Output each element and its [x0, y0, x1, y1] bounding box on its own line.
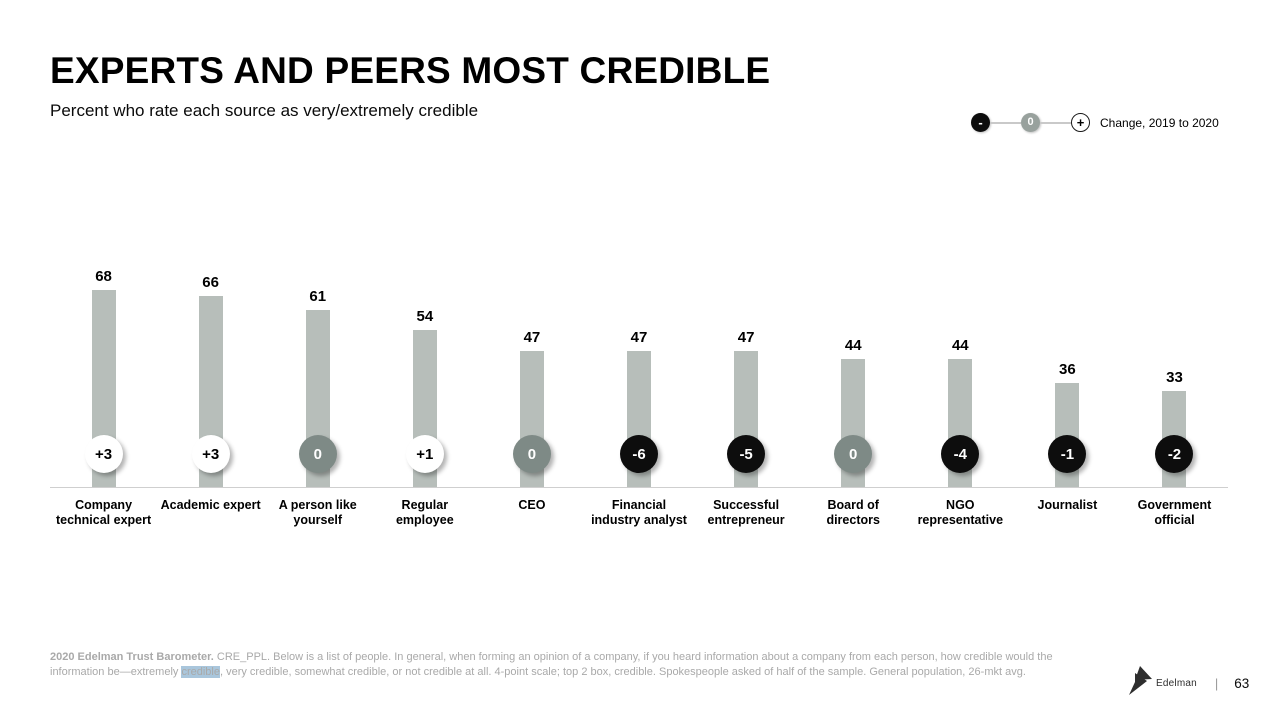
category-label: Journalist	[1037, 498, 1098, 512]
footnote: 2020 Edelman Trust Barometer. CRE_PPL. B…	[50, 650, 1060, 679]
edelman-logo-icon	[1126, 666, 1152, 701]
chart-column: 47 -6 Financial industry analyst	[585, 250, 692, 529]
change-badge: 0	[298, 435, 337, 473]
legend-connector	[1040, 121, 1071, 124]
brand-bar: Edelman | 63	[1126, 666, 1249, 701]
change-badge: -4	[941, 435, 980, 473]
brand-name: Edelman	[1156, 678, 1197, 689]
column-plot-area: 33 -2	[1121, 250, 1228, 487]
change-badge: 0	[512, 435, 551, 473]
change-badge: -2	[1155, 435, 1194, 473]
column-plot-area: 54 +1	[371, 250, 478, 487]
chart-column: 66 +3 Academic expert	[157, 250, 264, 529]
bar-value-label: 47	[523, 329, 541, 346]
bar-value-label: 66	[202, 274, 219, 291]
bar-value-label: 61	[309, 288, 327, 305]
change-badge: +3	[84, 435, 123, 473]
chart-column: 36 -1 Journalist	[1014, 250, 1121, 529]
category-label: Financial industry analyst	[591, 498, 687, 528]
category-label: CEO	[518, 498, 546, 512]
change-legend: - 0 + Change, 2019 to 2020	[971, 113, 1219, 132]
chart-column: 44 0 Board of directors	[800, 250, 907, 529]
change-badge: -6	[620, 435, 659, 473]
category-label: A person like yourself	[278, 498, 357, 528]
column-plot-area: 47 -6	[585, 250, 692, 487]
minus-badge-icon: -	[971, 113, 990, 132]
column-plot-area: 36 -1	[1014, 250, 1121, 487]
category-label: Company technical expert	[55, 498, 152, 528]
page-subtitle: Percent who rate each source as very/ext…	[50, 101, 479, 120]
page-title: EXPERTS AND PEERS MOST CREDIBLE	[50, 50, 771, 91]
change-badge: +3	[191, 435, 230, 473]
legend-connector	[990, 121, 1021, 124]
bar-value-label: 33	[1166, 369, 1183, 386]
change-badge: -5	[727, 435, 766, 473]
chart-column: 44 -4 NGO representative	[907, 250, 1014, 529]
bar-value-label: 44	[951, 337, 969, 354]
chart-columns: 68 +3 Company technical expert 66 +3 Academic…	[50, 250, 1228, 529]
change-badge: +1	[405, 435, 444, 473]
chart-column: 47 0 CEO	[478, 250, 585, 529]
bar-value-label: 47	[630, 329, 648, 346]
column-plot-area: 44 -4	[907, 250, 1014, 487]
chart-column: 61 0 A person like yourself	[264, 250, 371, 529]
bar-chart: 68 +3 Company technical expert 66 +3 Academic…	[50, 250, 1228, 529]
category-label: NGO representative	[917, 498, 1004, 528]
page-number: 63	[1234, 676, 1250, 691]
category-label: Successful entrepreneur	[707, 498, 785, 528]
bar-value-label: 47	[737, 329, 755, 346]
axis-line	[50, 487, 1228, 488]
chart-column: 54 +1 Regular employee	[371, 250, 478, 529]
bar-value-label: 54	[416, 308, 434, 325]
zero-badge-icon: 0	[1021, 113, 1040, 132]
column-plot-area: 44 0	[800, 250, 907, 487]
legend-label: Change, 2019 to 2020	[1100, 115, 1219, 130]
column-plot-area: 61 0	[264, 250, 371, 487]
divider: |	[1214, 676, 1219, 691]
category-label: Regular employee	[395, 498, 454, 528]
footnote-source: 2020 Edelman Trust Barometer.	[50, 651, 214, 663]
footnote-text-1: CRE_PPL. Below is a list of people. In g…	[50, 651, 1053, 678]
column-plot-area: 47 -5	[693, 250, 800, 487]
footnote-text-2: , very credible, somewhat credible, or n…	[219, 665, 1026, 678]
change-badge: -1	[1048, 435, 1087, 473]
column-plot-area: 68 +3	[50, 250, 157, 487]
category-label: Board of directors	[826, 498, 880, 528]
chart-column: 68 +3 Company technical expert	[50, 250, 157, 529]
footnote-highlighted-word: credible	[181, 665, 220, 678]
bar-value-label: 68	[95, 268, 112, 285]
change-badge: 0	[834, 435, 873, 473]
bar-value-label: 36	[1059, 361, 1076, 378]
category-label: Academic expert	[160, 498, 261, 512]
category-label: Government official	[1137, 498, 1212, 528]
column-plot-area: 66 +3	[157, 250, 264, 487]
chart-column: 33 -2 Government official	[1121, 250, 1228, 529]
column-plot-area: 47 0	[478, 250, 585, 487]
plus-badge-icon: +	[1071, 113, 1090, 132]
chart-column: 47 -5 Successful entrepreneur	[693, 250, 800, 529]
bar-value-label: 44	[844, 337, 862, 354]
